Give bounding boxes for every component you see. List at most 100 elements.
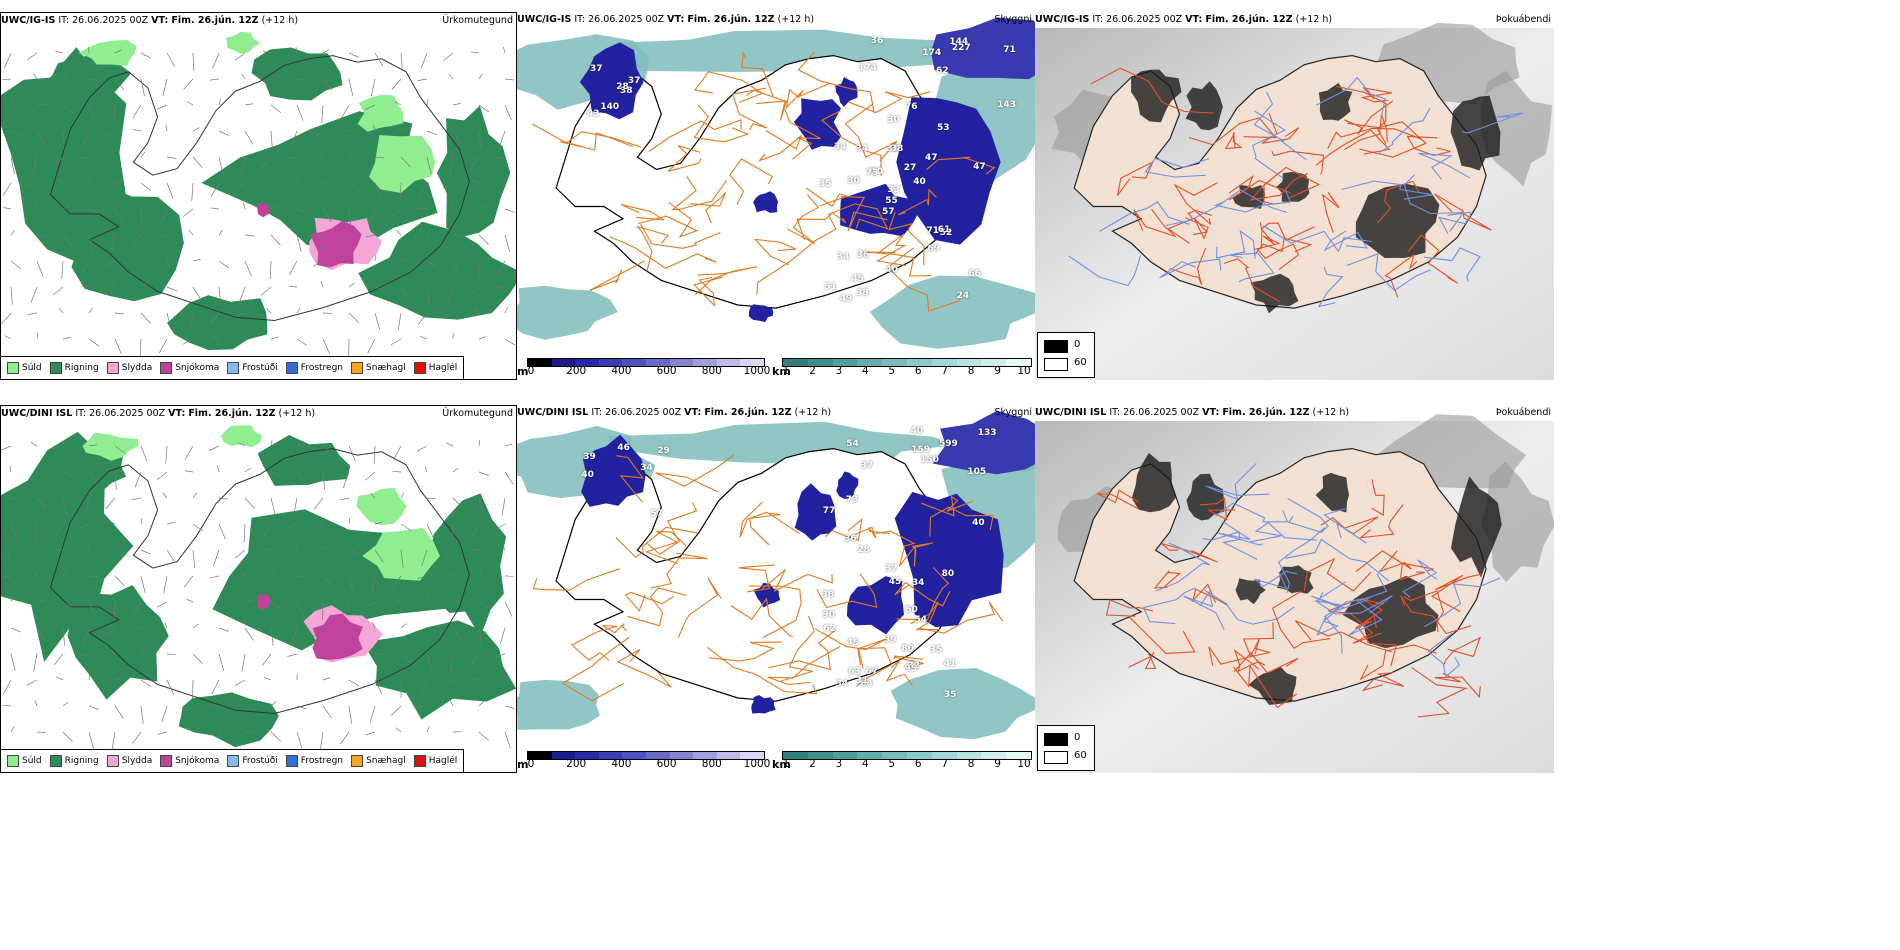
legend-item: Súld [7,362,42,374]
visibility-value: 41 [943,659,957,670]
visibility-value: 39 [583,452,596,463]
visibility-value: 34 [835,679,849,690]
visibility-value: 37 [589,64,603,75]
fog-core [1342,575,1439,649]
elevation-area [749,304,774,323]
visibility-map-canvas [517,410,1035,740]
visibility-value: 34 [836,251,850,262]
visibility-value: 61 [937,225,951,236]
low-visibility-area [869,275,1035,349]
precip-type-map-2: UWC/DINI ISL IT: 26.06.2025 00Z VT: Fim.… [0,405,517,773]
visibility-value: 38 [619,86,633,97]
fog-indicator-map-2: UWC/DINI ISL IT: 26.06.2025 00Z VT: Fim.… [1035,405,1554,773]
elevation-area [753,582,781,608]
visibility-value: 73 [865,168,879,179]
legend-swatch [49,362,62,374]
visibility-value: 27 [903,163,917,174]
legend-label: Snjókoma [175,363,220,373]
visibility-value: 30 [887,115,900,126]
colorbar-tick: 800 [701,758,722,770]
snow-area [310,220,362,268]
panel-title: Þokuábendi [1495,14,1551,25]
legend-label: Slydda [121,756,153,766]
model-name: UWC/DINI ISL [517,407,589,418]
low-visibility-area [517,679,601,730]
legend-item: Frostúði [227,362,278,374]
legend-label: Snjókoma [175,756,220,766]
precip-legend: Súld Rigning Slydda Snjókoma Frostúði Frostre… [1,749,465,772]
visibility-value: 80 [901,644,914,655]
colorbar-tick: 5 [888,365,896,377]
legend-label: 60 [1074,357,1087,368]
fog-map-canvas [1035,414,1554,773]
visibility-value: 80 [941,568,955,579]
legend-swatch [227,362,240,374]
visibility-value: 34 [911,578,925,589]
fog-core [1235,578,1266,605]
visibility-value: 71 [926,226,940,237]
visibility-value: 38 [821,590,835,601]
legend-swatch [1044,733,1068,746]
visibility-value: 599 [939,438,958,449]
visibility-value: 57 [650,508,663,519]
fog-legend: 0 60 [1037,332,1095,378]
valid-time-label: VT: [151,15,169,26]
visibility-map-2: UWC/DINI ISL IT: 26.06.2025 00Z VT: Fim.… [517,405,1035,773]
legend-label: Snæhagl [366,363,406,373]
colorbar-tick: 5 [888,758,896,770]
fog-header: UWC/IG-IS IT: 26.06.2025 00Z VT: Fim. 26… [1035,12,1554,28]
colorbar-tick: 1 [782,365,790,377]
visibility-value: 28 [616,82,629,93]
visibility-value: 47 [973,161,986,172]
snow-area [257,202,271,218]
colorbar-tick: 3 [835,758,843,770]
fog-core [1232,185,1265,209]
lead-time: (+12 h) [278,408,316,419]
rain-area [362,620,516,720]
legend-swatch [7,755,19,767]
elevation-area [579,42,644,120]
visibility-value: 30 [847,175,860,186]
colorbar-tick: 200 [566,758,587,770]
lead-time: (+12 h) [777,14,815,25]
visibility-value: 49 [839,294,853,305]
visibility-value: 37 [627,75,641,86]
low-visibility-area [517,285,618,340]
legend-item: Rigning [49,755,99,767]
initial-time: 26.06.2025 00Z [605,407,682,418]
elevation-area [896,97,1001,245]
fog-header: UWC/DINI ISL IT: 26.06.2025 00Z VT: Fim.… [1035,405,1554,421]
rain-area [358,221,516,320]
colorbar-tick: 0 [527,758,535,770]
legend-item: Súld [7,755,42,767]
visibility-value: 45 [851,273,864,284]
valid-time: Fim. 26.jún. 12Z [188,408,276,419]
precip-header: UWC/DINI ISL IT: 26.06.2025 00Z VT: Fim.… [1,406,516,422]
elevation-colorbar: m 0 200 400 600 800 1000 [517,356,770,378]
colorbar-tick: 600 [656,365,677,377]
visibility-value: 227 [951,43,971,54]
valid-time: Fim. 26.jún. 12Z [1222,407,1310,418]
colorbar-tick: 400 [611,758,632,770]
visibility-colorbar: km 1 2 3 4 5 6 7 8 9 10 [772,356,1034,378]
legend-item: Snæhagl [351,755,406,767]
fog-core [1450,95,1501,171]
visibility-value: 133 [977,428,997,439]
legend-label: Frostúði [242,756,278,766]
visibility-value: 76 [905,101,918,112]
visibility-value: 29 [657,446,670,457]
visibility-value: 95 [904,664,918,675]
valid-time-label: VT: [1202,407,1220,418]
visibility-value: 40 [972,518,985,529]
model-name: UWC/IG-IS [1,15,56,26]
visibility-value: 39 [883,635,897,646]
colorbar-tick: 4 [861,365,869,377]
fog-map-canvas [1035,22,1554,380]
visibility-value: 34 [640,463,653,474]
panel-title: Þokuábendi [1495,407,1551,418]
rain-area [436,105,511,237]
legend-item: Haglél [413,755,457,767]
initial-time-label: IT: [1109,407,1121,418]
snow-area [312,613,363,660]
valid-time-label: VT: [667,14,685,25]
